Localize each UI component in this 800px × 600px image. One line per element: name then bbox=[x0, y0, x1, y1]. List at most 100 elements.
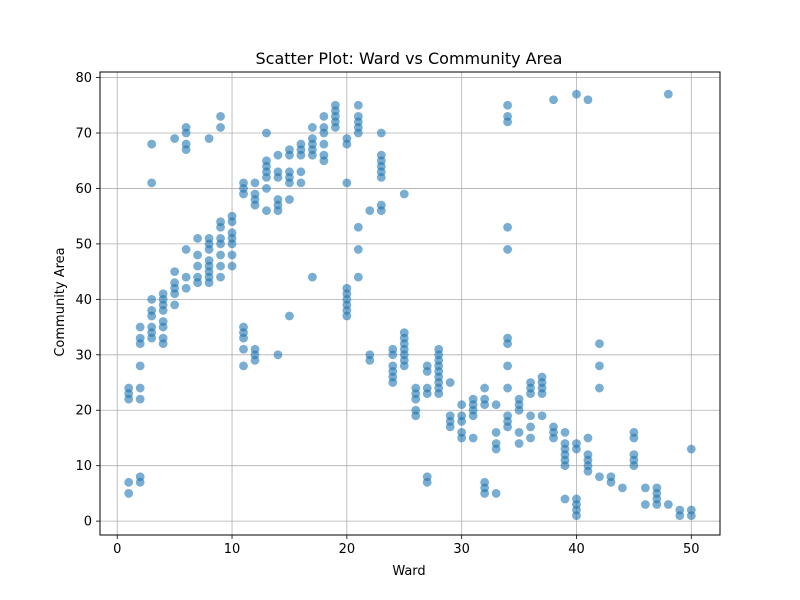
scatter-point bbox=[216, 261, 225, 271]
y-tick-label: 10 bbox=[75, 459, 92, 474]
scatter-point bbox=[124, 489, 134, 498]
scatter-point bbox=[663, 500, 673, 509]
scatter-point bbox=[216, 250, 225, 260]
scatter-point bbox=[560, 428, 570, 437]
y-tick-label: 80 bbox=[75, 71, 92, 86]
scatter-point bbox=[376, 128, 386, 138]
scatter-point bbox=[239, 361, 248, 371]
scatter-point bbox=[560, 461, 570, 471]
scatter-point bbox=[250, 200, 260, 210]
scatter-point bbox=[193, 233, 202, 243]
scatter-point bbox=[503, 117, 512, 127]
scatter-point bbox=[595, 383, 604, 393]
scatter-point bbox=[353, 272, 363, 282]
scatter-point bbox=[491, 400, 501, 410]
y-tick-label: 50 bbox=[75, 237, 92, 252]
scatter-point bbox=[342, 178, 352, 188]
scatter-point bbox=[606, 477, 616, 487]
scatter-point bbox=[445, 378, 455, 387]
scatter-point bbox=[686, 511, 696, 520]
scatter-point bbox=[193, 278, 202, 288]
scatter-point bbox=[526, 411, 535, 421]
x-axis-label: Ward bbox=[392, 564, 425, 579]
scatter-point bbox=[285, 195, 294, 204]
scatter-point bbox=[308, 272, 317, 282]
scatter-point bbox=[216, 111, 225, 121]
scatter-point bbox=[640, 483, 650, 493]
scatter-point bbox=[204, 245, 214, 254]
scatter-point bbox=[663, 89, 673, 99]
scatter-point bbox=[262, 206, 271, 216]
scatter-point bbox=[308, 150, 317, 160]
scatter-point bbox=[296, 167, 306, 177]
y-axis-ticks: 0 10 20 30 40 50 60 70 80 bbox=[75, 71, 100, 530]
scatter-point bbox=[342, 139, 352, 149]
x-tick-label: 20 bbox=[339, 542, 356, 557]
scatter-point bbox=[365, 206, 375, 216]
scatter-point bbox=[572, 511, 581, 520]
scatter-point bbox=[353, 128, 363, 138]
y-tick-label: 60 bbox=[75, 182, 92, 197]
scatter-point bbox=[204, 278, 214, 288]
scatter-point bbox=[491, 489, 501, 498]
scatter-point bbox=[365, 355, 375, 365]
scatter-point bbox=[445, 422, 455, 432]
scatter-point bbox=[353, 100, 363, 110]
scatter-point bbox=[285, 178, 294, 188]
scatter-point bbox=[170, 267, 180, 277]
scatter-point bbox=[273, 150, 283, 160]
scatter-point bbox=[675, 511, 685, 520]
scatter-point bbox=[181, 272, 191, 282]
scatter-point bbox=[618, 483, 627, 493]
scatter-point bbox=[181, 145, 191, 155]
scatter-point bbox=[583, 95, 593, 105]
scatter-point bbox=[319, 128, 329, 138]
scatter-point bbox=[216, 222, 225, 232]
scatter-point bbox=[411, 411, 421, 421]
scatter-point bbox=[250, 178, 260, 188]
scatter-point bbox=[376, 206, 386, 216]
scatter-point bbox=[135, 361, 145, 371]
scatter-point bbox=[147, 178, 157, 188]
scatter-point bbox=[135, 322, 145, 332]
scatter-point bbox=[319, 156, 329, 166]
scatter-point bbox=[147, 311, 157, 321]
y-axis-label: Community Area bbox=[53, 247, 68, 356]
scatter-point bbox=[135, 383, 145, 393]
scatter-point bbox=[181, 245, 191, 254]
scatter-point bbox=[388, 378, 398, 387]
scatter-point bbox=[422, 477, 432, 487]
scatter-point bbox=[629, 461, 639, 471]
scatter-point bbox=[227, 239, 237, 249]
scatter-point bbox=[434, 389, 444, 399]
scatter-point bbox=[595, 339, 604, 349]
scatter-point bbox=[572, 89, 581, 99]
scatter-point bbox=[353, 222, 363, 232]
scatter-point bbox=[319, 111, 329, 121]
scatter-point bbox=[216, 239, 225, 249]
scatter-point bbox=[147, 333, 157, 343]
scatter-point bbox=[686, 444, 696, 454]
scatter-point bbox=[147, 294, 157, 304]
scatter-point bbox=[503, 339, 512, 349]
scatter-point bbox=[170, 289, 180, 299]
scatter-point bbox=[376, 172, 386, 182]
y-tick-label: 70 bbox=[75, 126, 92, 141]
scatter-point bbox=[308, 123, 317, 132]
x-tick-label: 50 bbox=[683, 542, 700, 557]
scatter-point bbox=[503, 245, 512, 254]
grid-lines bbox=[100, 72, 720, 535]
scatter-point bbox=[583, 433, 593, 443]
scatter-point bbox=[158, 322, 168, 332]
chart-title: Scatter Plot: Ward vs Community Area bbox=[256, 49, 563, 68]
scatter-point bbox=[239, 344, 248, 354]
scatter-point bbox=[514, 405, 524, 415]
scatter-point bbox=[457, 433, 467, 443]
scatter-point bbox=[549, 95, 558, 105]
scatter-point bbox=[491, 428, 501, 437]
x-tick-label: 10 bbox=[224, 542, 241, 557]
scatter-point bbox=[170, 134, 180, 143]
scatter-point bbox=[399, 189, 409, 199]
scatter-point bbox=[193, 261, 202, 271]
